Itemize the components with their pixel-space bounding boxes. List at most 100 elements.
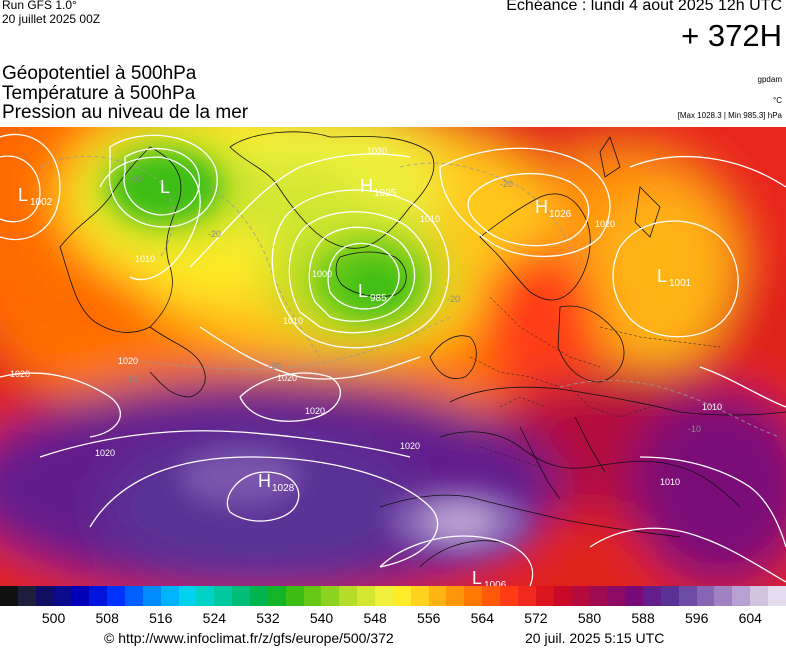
temperature-label: -20	[268, 361, 281, 371]
color-scale-tick: 572	[524, 610, 548, 626]
color-scale-tick: 604	[738, 610, 762, 626]
pressure-center: L 1001	[657, 266, 692, 289]
svg-text:H: H	[360, 176, 373, 196]
isobar-label: 1010	[135, 254, 155, 264]
color-scale-tick: 524	[202, 610, 227, 626]
color-scale-tick: 548	[363, 610, 387, 626]
temperature-labels: -20 -20 -20 -20 -20 -10 -10	[125, 174, 701, 434]
geopotential-field	[0, 127, 786, 586]
color-swatch	[767, 586, 786, 606]
color-scale-tick: 596	[684, 610, 709, 626]
pressure-center: L 1006	[472, 568, 507, 586]
color-swatch	[428, 586, 447, 606]
isobar-label: 1010	[702, 402, 722, 412]
pressure-center: H 1026	[535, 197, 572, 220]
temperature-label: -20	[130, 174, 143, 184]
color-swatch	[89, 586, 108, 606]
color-scale-tick: 556	[417, 610, 441, 626]
color-swatch	[267, 586, 286, 606]
temperature-label: -20	[447, 294, 460, 304]
color-swatch	[625, 586, 643, 606]
color-scale	[0, 586, 786, 606]
temperature-label: -20	[500, 179, 513, 189]
temperature-label: -10	[688, 424, 701, 434]
color-swatch	[107, 586, 126, 606]
color-scale-tick: 516	[149, 610, 173, 626]
isobar-label: 1020	[10, 369, 30, 379]
run-label: Run GFS 1.0°	[2, 0, 77, 12]
color-swatch	[464, 586, 483, 606]
generated-date: 20 juil. 2025 5:15 UTC	[525, 630, 665, 646]
pressure-minmax: [Max 1028.3 | Min 985.3] hPa	[677, 111, 782, 120]
color-swatch	[517, 586, 536, 606]
svg-text:H: H	[258, 471, 271, 491]
color-swatch	[357, 586, 376, 606]
svg-text:L: L	[18, 185, 28, 205]
color-swatch	[535, 586, 554, 606]
color-swatch	[232, 586, 251, 606]
unit-temperature: °C	[773, 96, 782, 105]
color-swatch	[392, 586, 411, 606]
svg-text:1028: 1028	[272, 483, 295, 494]
color-swatch	[607, 586, 626, 606]
forecast-offset: + 372H	[681, 18, 782, 53]
pressure-center: H 1025	[360, 176, 397, 199]
svg-text:1026: 1026	[549, 209, 572, 220]
color-swatch	[0, 586, 18, 606]
isobar-labels: 1020 1010 1010 1000 1010 1020 1020 1020 …	[10, 146, 722, 487]
isobar-label: 1010	[283, 316, 303, 326]
color-swatch	[660, 586, 679, 606]
isobar-label: 1020	[595, 219, 615, 229]
title-temperature: Température à 500hPa	[2, 83, 196, 104]
color-swatch	[732, 586, 751, 606]
coastlines	[59, 131, 786, 568]
color-swatch	[160, 586, 179, 606]
color-swatch	[71, 586, 90, 606]
color-swatch	[750, 586, 768, 606]
color-swatch	[714, 586, 733, 606]
isobar-label: 1020	[277, 373, 297, 383]
color-swatch	[375, 586, 393, 606]
temperature-label: -20	[208, 229, 221, 239]
color-swatch	[642, 586, 661, 606]
color-scale-tick: 508	[95, 610, 119, 626]
temperature-label: -10	[125, 374, 138, 384]
color-swatch	[125, 586, 143, 606]
color-swatch	[321, 586, 340, 606]
color-swatch	[17, 586, 36, 606]
temperature-isotherms	[39, 155, 781, 438]
color-swatch	[571, 586, 590, 606]
color-scale-tick: 564	[470, 610, 494, 626]
pressure-center: L 1002	[18, 185, 53, 208]
color-swatch	[410, 586, 429, 606]
svg-text:L: L	[472, 568, 482, 586]
pressure-center: H 1028	[258, 471, 295, 494]
color-swatch	[142, 586, 161, 606]
isobar-label: 1020	[367, 146, 387, 156]
color-swatch	[482, 586, 501, 606]
svg-text:1002: 1002	[30, 197, 53, 208]
svg-text:L: L	[160, 177, 170, 197]
color-swatch	[303, 586, 322, 606]
isobar-label: 1020	[95, 448, 115, 458]
color-scale-tick: 580	[577, 610, 602, 626]
color-swatch	[553, 586, 572, 606]
svg-text:1006: 1006	[484, 580, 507, 586]
isobar-label: 1020	[118, 356, 138, 366]
svg-text:H: H	[535, 197, 548, 217]
color-swatch	[500, 586, 518, 606]
pressure-center: L 985	[358, 281, 387, 304]
run-date: 20 juillet 2025 00Z	[2, 12, 101, 26]
pressure-center-labels: L 1002 L H 1025 L 985 H 1026 L 1001 H 1028 L 10…	[18, 176, 692, 586]
color-swatch	[214, 586, 233, 606]
color-swatch	[339, 586, 358, 606]
isobar-label: 1000	[312, 269, 332, 279]
color-swatch	[285, 586, 304, 606]
title-pressure: Pression au niveau de la mer	[2, 102, 249, 123]
source-url[interactable]: © http://www.infoclimat.fr/z/gfs/europe/…	[104, 630, 394, 646]
color-swatch	[250, 586, 268, 606]
pressure-center: L	[160, 177, 170, 197]
svg-text:L: L	[657, 266, 667, 286]
isobar-label: 1020	[400, 441, 420, 451]
color-scale-tick: 532	[256, 610, 280, 626]
